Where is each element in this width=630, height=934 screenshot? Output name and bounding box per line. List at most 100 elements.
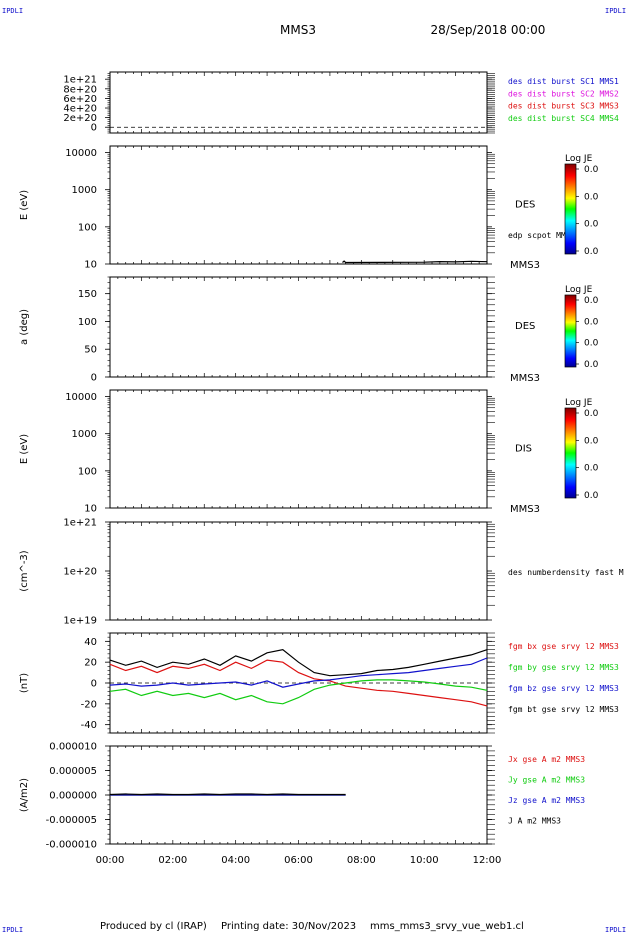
series-line (109, 793, 346, 796)
colorbar-tick-label: 0.0 (584, 360, 599, 370)
y-tick-label: 4e+20 (63, 104, 97, 115)
y-tick-label: 0 (91, 123, 97, 134)
y-tick-label: 2e+20 (63, 113, 97, 124)
spacecraft-title: MMS3 (280, 23, 316, 37)
colorbar-title: Log JE (565, 285, 593, 295)
legend-entry: des dist burst SC1 MMS1 (508, 77, 619, 86)
legend-entry: des numberdensity fast M (508, 568, 624, 577)
y-tick-label: 10000 (65, 148, 97, 159)
legend-entry: J A m2 MMS3 (508, 817, 561, 826)
corner-tag-bottom-right: IPDLI (605, 926, 626, 934)
colorbar (564, 163, 577, 255)
footer-produced-by: Produced by cl (IRAP) (100, 921, 207, 932)
spacecraft-label: MMS3 (510, 373, 540, 384)
colorbar-tick-label: 0.0 (584, 464, 599, 474)
y-tick-label: 150 (78, 289, 97, 300)
corner-tag-bottom-left: IPDLI (2, 926, 23, 934)
series-line (109, 659, 488, 707)
x-tick-label: 12:00 (473, 855, 502, 866)
y-tick-label: 1e+19 (63, 616, 97, 627)
series-line (109, 657, 488, 688)
y-tick-label: 10000 (65, 392, 97, 403)
colorbar-tick-label: 0.0 (584, 296, 599, 306)
y-tick-label: -40 (81, 720, 97, 731)
y-tick-label: 20 (84, 658, 97, 669)
y-tick-label: -20 (81, 699, 97, 710)
panel-current: 0.000010 0.000005 0.000000 -0.000005 -0.0000… (19, 742, 585, 851)
y-tick-label: 100 (78, 222, 97, 233)
legend-entry: fgm bt gse srvy l2 MMS3 (508, 705, 619, 714)
spacecraft-label: MMS3 (510, 260, 540, 271)
y-tick-label: 6e+20 (63, 94, 97, 105)
panel-frame (109, 71, 488, 134)
legend-entry: Jz gse A m2 MMS3 (508, 796, 585, 805)
y-tick-label: 0 (91, 373, 97, 384)
legend-entry: des dist burst SC4 MMS4 (508, 114, 619, 123)
spacecraft-label: MMS3 (510, 504, 540, 515)
y-tick-label: 1e+21 (63, 518, 97, 529)
y-tick-label: 50 (84, 345, 97, 356)
colorbar-tick-label: 0.0 (584, 436, 599, 446)
legend-entry: fgm bz gse srvy l2 MMS3 (508, 684, 619, 693)
overlay-label: edp scpot MMS3 (508, 231, 576, 240)
corner-tag-top-right: IPDLI (605, 7, 626, 15)
scpot-overlay-line (342, 260, 488, 264)
colorbar (564, 407, 577, 499)
legend-entry: Jy gse A m2 MMS3 (508, 776, 585, 785)
y-axis-label: E (eV) (19, 190, 30, 220)
y-tick-label: -0.000005 (46, 815, 97, 826)
y-tick-label: 1000 (72, 429, 97, 440)
y-tick-label: 100 (78, 317, 97, 328)
y-tick-label: 1000 (72, 185, 97, 196)
legend-entry: des dist burst SC2 MMS2 (508, 89, 619, 98)
y-tick-label: 40 (84, 637, 97, 648)
panel-fgm: 40 20 0 -20 -40 (nT) fgm bx gse srvy l2 MMS3 fg… (19, 632, 619, 734)
colorbar-tick-label: 0.0 (584, 220, 599, 230)
y-axis-label: (A/m2) (19, 778, 30, 812)
y-tick-label: -0.000010 (46, 840, 97, 851)
y-tick-label: 1e+21 (63, 75, 97, 86)
colorbar-tick-label: 0.0 (584, 409, 599, 419)
colorbar-tick-label: 0.0 (584, 491, 599, 501)
y-axis-label: E (eV) (19, 434, 30, 464)
footer-printing-date: Printing date: 30/Nov/2023 (221, 921, 356, 932)
panel-frame (109, 145, 488, 265)
colorbar-tick-label: 0.0 (584, 247, 599, 257)
y-axis-label: (cm^-3) (19, 550, 30, 591)
panel-frame (109, 389, 488, 509)
colorbar-title: Log JE (565, 398, 593, 408)
instrument-label: DES (515, 199, 535, 210)
legend-entry: des dist burst SC3 MMS3 (508, 102, 619, 111)
legend-entry: fgm by gse srvy l2 MMS3 (508, 663, 619, 672)
y-tick-label: 10 (84, 504, 97, 515)
x-tick-label: 06:00 (284, 855, 313, 866)
colorbar-tick-label: 0.0 (584, 317, 599, 327)
legend-entry: fgm bx gse srvy l2 MMS3 (508, 642, 619, 651)
instrument-label: DES (515, 321, 535, 332)
panel-density: 1e+21 1e+20 1e+19 (cm^-3) des numberdensity … (19, 518, 624, 627)
y-tick-label: 0.000010 (49, 742, 97, 753)
y-tick-label: 10 (84, 260, 97, 271)
series-line (109, 679, 488, 705)
colorbar-tick-label: 0.0 (584, 192, 599, 202)
y-tick-label: 0.000000 (49, 791, 97, 802)
x-tick-label: 08:00 (347, 855, 376, 866)
x-tick-label: 02:00 (158, 855, 187, 866)
series-line (109, 649, 488, 677)
footer-filename: mms_mms3_srvy_vue_web1.cl (370, 921, 524, 932)
panel-frame (109, 276, 488, 378)
y-tick-label: 1e+20 (63, 567, 97, 578)
x-tick-label: 10:00 (410, 855, 439, 866)
date-title: 28/Sep/2018 00:00 (431, 23, 546, 37)
legend-entry: Jx gse A m2 MMS3 (508, 755, 585, 764)
y-axis-label: (nT) (19, 673, 30, 693)
y-tick-label: 0.000005 (49, 766, 97, 777)
corner-tag-top-left: IPDLI (2, 7, 23, 15)
y-tick-label: 100 (78, 466, 97, 477)
panel-frame (109, 521, 488, 621)
